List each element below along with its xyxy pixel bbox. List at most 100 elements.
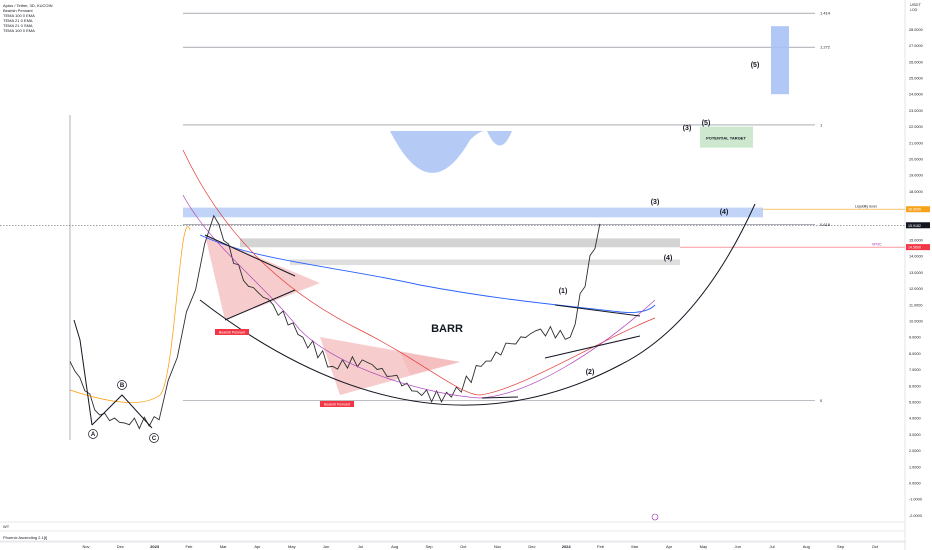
annotations: A B C (1) (2) (3) (4) (4) (3) (5) (5) BARR Bearish P… <box>0 62 905 542</box>
x-tick-label: Oct <box>872 544 879 549</box>
abc-label: B <box>120 383 125 389</box>
trendline <box>554 304 641 317</box>
y-tick-label: 26.0000 <box>909 60 923 64</box>
x-tick-label: Aug <box>391 544 398 549</box>
fib-level-label: 0 <box>820 398 823 403</box>
x-tick-label: Mar <box>220 544 228 549</box>
y-tick-label: 19.0000 <box>909 174 923 178</box>
pennant-label: Bearish Pennant <box>219 331 245 335</box>
y-tick-label: 2.0000 <box>909 449 921 453</box>
y-tick-label: 25.0000 <box>909 77 923 81</box>
trendline <box>544 335 641 359</box>
fib-level-label: 0.618 <box>820 222 831 227</box>
y-tick-label: 3.0000 <box>909 433 921 437</box>
indicator-wt: WT <box>3 524 10 529</box>
trendline <box>204 234 296 277</box>
x-tick-label: Nov <box>82 544 89 549</box>
y-tick-label: 8.0000 <box>909 352 921 356</box>
x-tick-label: Feb <box>597 544 605 549</box>
wave-label: (1) <box>559 288 568 295</box>
y-tick-label: 13.0000 <box>909 271 923 275</box>
wave-label: (5) <box>751 62 760 69</box>
y-tick-label: 18.0000 <box>909 190 923 194</box>
currency-label: USDT <box>910 2 921 7</box>
abc-circle <box>88 429 98 439</box>
x-tick-label: Apr <box>254 544 261 549</box>
fib-level-label: 1.272 <box>820 45 831 50</box>
abc-zigzag <box>91 394 153 429</box>
x-tick-label: May <box>700 544 708 549</box>
y-tick-label: 21.0000 <box>909 141 923 145</box>
chart-legend: Aptos / Tether, 3D, KUCOIN Bearish Penna… <box>3 3 53 33</box>
indicator-dot <box>651 513 659 521</box>
x-tick-label: Aug <box>803 544 810 549</box>
legend-line: TEMA 21 0 EMA <box>3 18 33 23</box>
supply-zone <box>240 238 680 248</box>
y-tick-label: 12.0000 <box>909 287 923 291</box>
target-zone <box>700 126 753 148</box>
price-tag <box>906 244 930 251</box>
trendline <box>481 396 519 399</box>
wave-label: (5) <box>702 120 711 127</box>
price-tag-label: 15.9182 <box>908 224 921 228</box>
pennant-tag <box>320 401 354 407</box>
potential-target-label: POTENTIAL TARGET <box>706 136 746 141</box>
wave-label: (4) <box>720 209 729 216</box>
x-tick-label: Jun <box>734 544 740 549</box>
price-tag-label: 16.9000 <box>908 208 921 212</box>
y-tick-label: 24.0000 <box>909 93 923 97</box>
price-tag-label: 14.5600 <box>908 246 921 250</box>
y-tick-label: -1.0000 <box>909 498 922 502</box>
wave-label: (4) <box>664 255 673 262</box>
y-tick-label: 1.0000 <box>909 465 921 469</box>
y-tick-label: 28.0000 <box>909 28 923 32</box>
liquidity-label: Liquidity level <box>855 205 877 209</box>
trendline <box>224 289 296 321</box>
abc-label: C <box>152 436 157 442</box>
legend-line: TEMA 100 0 EMA <box>3 28 35 33</box>
x-tick-label: Oct <box>460 544 467 549</box>
ema-100-line <box>199 234 656 313</box>
x-tick-label: Jul <box>769 544 774 549</box>
y-tick-label: 23.0000 <box>909 109 923 113</box>
log-label: LOG <box>910 8 918 12</box>
price-tag <box>906 222 930 229</box>
x-tick-label: Mar <box>631 544 639 549</box>
sma-21-line <box>182 194 656 399</box>
x-tick-label: Sep <box>837 544 845 549</box>
abc-label: A <box>91 432 96 438</box>
wave-label: (3) <box>683 125 692 132</box>
y-tick-label: 0.0000 <box>909 482 921 486</box>
liquidity-zone <box>183 207 763 218</box>
x-tick-label: Jun <box>323 544 329 549</box>
y-tick-label: 10.0000 <box>909 320 923 324</box>
x-tick-label: 2023 <box>150 544 160 549</box>
x-tick-label: Nov <box>494 544 501 549</box>
x-tick-label: Feb <box>185 544 193 549</box>
legend-line: TEMA 100 0 EMA <box>3 13 35 18</box>
pennant-zone <box>400 352 460 375</box>
x-tick-label: Apr <box>666 544 673 549</box>
y-tick-label: 9.0000 <box>909 336 921 340</box>
cup-shape <box>487 131 512 146</box>
wave-label: (2) <box>586 369 595 376</box>
ema-21-line <box>182 149 656 396</box>
vpoc-label: VPOC <box>872 243 882 247</box>
y-tick-label: 5.0000 <box>909 401 921 405</box>
x-axis: Nov Dec 2023 Feb Mar Apr May Jun Jul Aug Sep Oct Nov… <box>0 541 905 549</box>
x-tick-label: Dec <box>528 544 535 549</box>
legend-line: Bearish Pennant <box>3 8 33 13</box>
price-tag <box>906 206 930 213</box>
x-tick-label: Jul <box>358 544 363 549</box>
x-tick-label: Sep <box>425 544 433 549</box>
x-tick-label: 2024 <box>562 544 572 549</box>
y-tick-label: 14.0000 <box>909 255 923 259</box>
cup-shape <box>390 130 487 173</box>
barr-label: BARR <box>431 323 463 335</box>
fib-levels: 1.414 1.272 1 0.618 0 Liquidity level VPOC <box>0 11 905 440</box>
y-tick-label: -2.0000 <box>909 514 922 518</box>
indicator-phoenix: Phoenix Ascending 2.1[t] <box>3 535 48 540</box>
cup-arc <box>199 203 756 406</box>
